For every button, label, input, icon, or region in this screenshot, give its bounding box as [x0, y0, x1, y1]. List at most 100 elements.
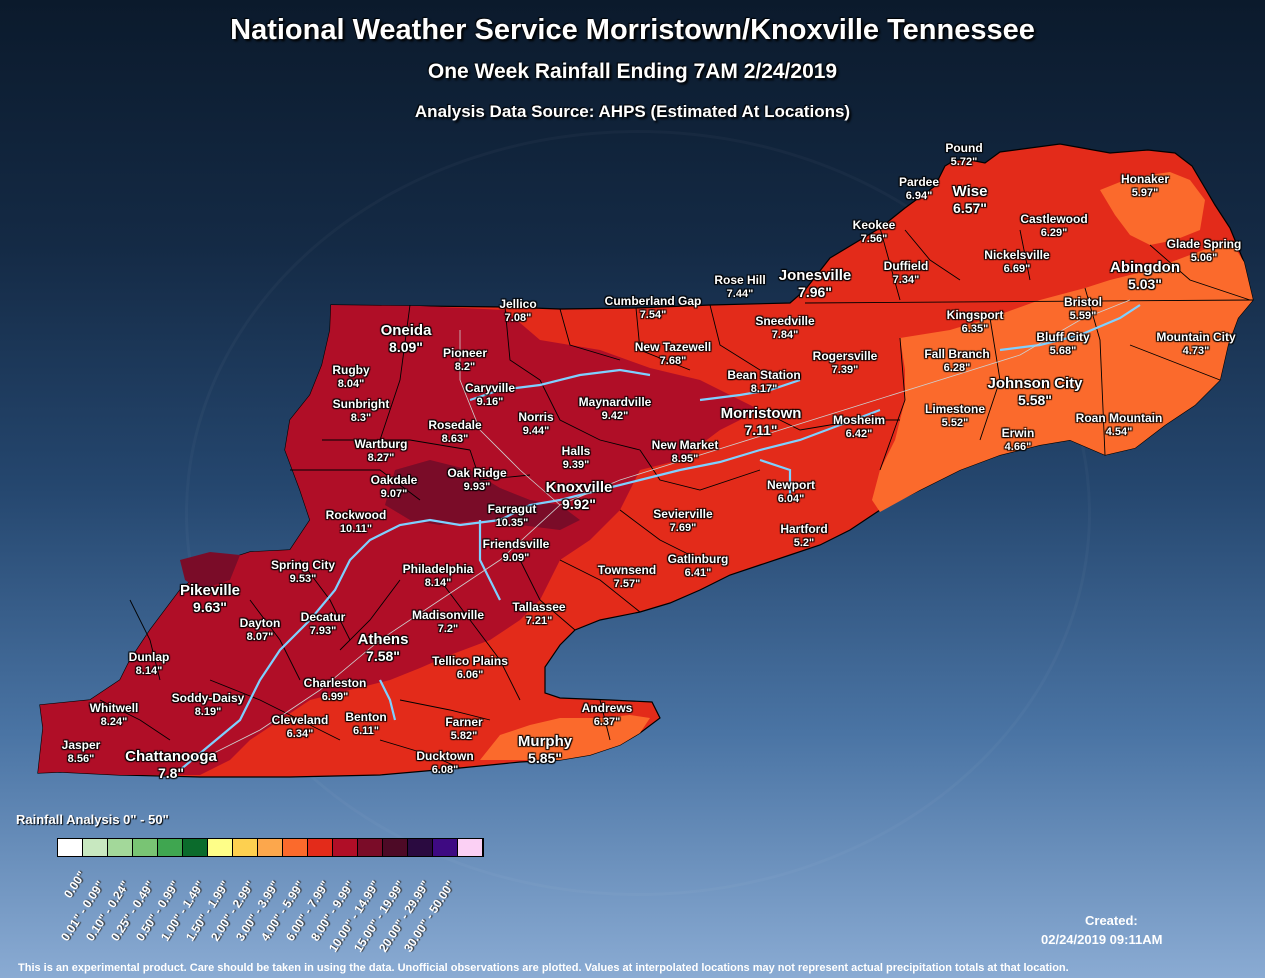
station-value: 8.07" [246, 630, 274, 643]
station-label: Benton 6.11" [345, 710, 386, 737]
station-label: Limestone 5.52" [924, 402, 986, 429]
station-name: Limestone [924, 402, 986, 416]
station-label: Roan Mountain 4.54" [1075, 411, 1163, 438]
station-value: 7.11" [744, 422, 778, 439]
station-name: Mountain City [1156, 330, 1236, 344]
station-name: Dunlap [128, 650, 170, 664]
station-name: Cleveland [271, 713, 329, 727]
station-name: Caryville [464, 381, 516, 395]
station-label: New Tazewell 7.68" [635, 340, 711, 367]
station-name: Philadelphia [402, 562, 474, 576]
station-name: Jasper [61, 738, 101, 752]
station-name: Newport [767, 478, 815, 492]
station-label: Jellico 7.08" [499, 297, 536, 324]
station-name: Nickelsville [984, 248, 1050, 262]
station-value: 5.03" [1128, 276, 1162, 293]
station-value: 8.2" [454, 360, 476, 373]
station-value: 8.27" [367, 451, 395, 464]
legend-swatch [358, 839, 383, 856]
station-label: Halls 9.39" [562, 444, 591, 471]
station-name: Jonesville [778, 267, 852, 284]
station-name: Rockwood [325, 508, 387, 522]
station-label: Spring City 9.53" [270, 558, 336, 585]
station-value: 9.07" [380, 487, 408, 500]
legend-swatch [83, 839, 108, 856]
station-value: 10.11" [339, 522, 373, 535]
station-value: 9.53" [289, 572, 317, 585]
station-name: Bean Station [727, 368, 801, 382]
station-label: Pardee 6.94" [898, 175, 940, 202]
station-name: Sevierville [653, 507, 713, 521]
station-name: Pardee [898, 175, 940, 189]
station-label: Madisonville 7.2" [412, 608, 484, 635]
legend-swatch [133, 839, 158, 856]
station-name: Farragut [487, 502, 537, 516]
station-label: Dunlap 8.14" [128, 650, 170, 677]
station-value: 5.58" [1018, 392, 1052, 409]
station-name: Oakdale [370, 473, 418, 487]
station-name: Kingsport [946, 308, 1004, 322]
legend-swatch [108, 839, 133, 856]
station-label: Knoxville 9.92" [546, 479, 613, 512]
station-value: 7.34" [892, 273, 920, 286]
station-name: Whitwell [89, 701, 139, 715]
station-value: 9.63" [193, 599, 227, 616]
station-label: Caryville 9.16" [464, 381, 516, 408]
data-source: Analysis Data Source: AHPS (Estimated At… [414, 102, 851, 121]
station-value: 5.2" [793, 536, 815, 549]
station-name: Erwin [1001, 426, 1035, 440]
legend-swatch [308, 839, 333, 856]
legend-swatch [458, 839, 483, 856]
station-name: Abingdon [1110, 259, 1180, 276]
legend-swatch [383, 839, 408, 856]
station-name: Spring City [270, 558, 336, 572]
station-name: Castlewood [1020, 212, 1088, 226]
station-label: Rugby 8.04" [332, 363, 369, 390]
station-name: Athens [357, 631, 409, 648]
legend-swatch [233, 839, 258, 856]
station-value: 6.06" [456, 668, 484, 681]
station-value: 9.92" [562, 496, 596, 513]
station-label: Castlewood 6.29" [1020, 212, 1088, 239]
station-label: Bean Station 8.17" [727, 368, 801, 395]
station-name: Bristol [1063, 295, 1103, 309]
station-name: Hartford [780, 522, 828, 536]
station-label: Soddy-Daisy 8.19" [172, 691, 245, 718]
station-value: 9.42" [601, 409, 629, 422]
station-name: Honaker [1120, 172, 1170, 186]
station-name: Norris [518, 410, 554, 424]
station-label: Tallassee 7.21" [512, 600, 565, 627]
station-label: Pioneer 8.2" [443, 346, 487, 373]
station-label: Abingdon 5.03" [1110, 259, 1180, 292]
station-label: Erwin 4.66" [1001, 426, 1035, 453]
station-value: 6.57" [953, 200, 987, 217]
station-name: Johnson City [987, 375, 1083, 392]
station-value: 5.82" [450, 729, 478, 742]
station-name: Wise [952, 183, 988, 200]
station-name: Roan Mountain [1075, 411, 1163, 425]
station-name: Sunbright [332, 397, 390, 411]
station-label: Whitwell 8.24" [89, 701, 139, 728]
station-value: 7.39" [831, 363, 859, 376]
station-value: 9.39" [562, 458, 590, 471]
station-label: Jonesville 7.96" [779, 267, 852, 300]
station-label: Philadelphia 8.14" [402, 562, 474, 589]
station-value: 7.44" [726, 287, 754, 300]
station-value: 7.56" [860, 232, 888, 245]
station-value: 8.63" [441, 432, 469, 445]
station-value: 7.08" [504, 311, 532, 324]
region-10-15 [385, 460, 580, 530]
station-value: 6.69" [1003, 262, 1031, 275]
station-value: 7.68" [659, 354, 687, 367]
station-label: Pikeville 9.63" [180, 582, 240, 615]
station-value: 8.14" [424, 576, 452, 589]
station-name: Glade Spring [1166, 237, 1242, 251]
station-value: 4.73" [1182, 344, 1210, 357]
station-name: Rosedale [428, 418, 482, 432]
legend-swatch [58, 839, 83, 856]
station-name: Gatlinburg [667, 552, 729, 566]
station-label: Glade Spring 5.06" [1166, 237, 1242, 264]
station-value: 8.19" [194, 705, 222, 718]
station-label: Townsend 7.57" [598, 563, 656, 590]
